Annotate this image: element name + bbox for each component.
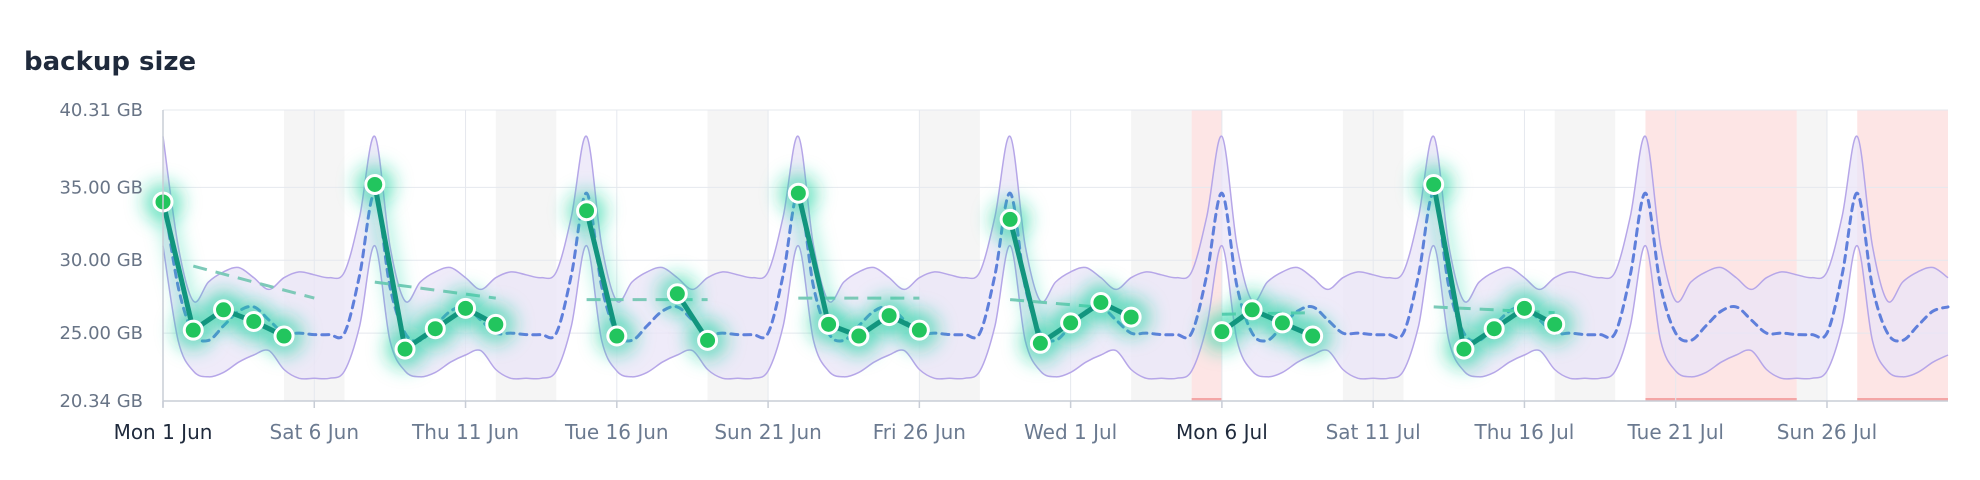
data-point[interactable]	[1029, 332, 1051, 354]
data-point[interactable]	[182, 319, 204, 341]
axes: 40.31 GB 35.00 GB 30.00 GB 25.00 GB 20.34 GB…	[59, 100, 1948, 444]
y-tick-label: 35.00 GB	[59, 177, 143, 198]
data-point[interactable]	[666, 283, 688, 305]
data-point[interactable]	[213, 299, 235, 321]
data-point[interactable]	[1090, 291, 1112, 313]
panel-title: backup size	[24, 47, 197, 77]
data-point[interactable]	[1120, 306, 1142, 328]
data-point[interactable]	[787, 182, 809, 204]
data-point[interactable]	[273, 325, 295, 347]
data-point[interactable]	[606, 325, 628, 347]
x-tick-label: Fri 26 Jun	[873, 420, 966, 444]
data-point[interactable]	[1241, 299, 1263, 321]
actual-line	[1219, 307, 1316, 339]
data-point[interactable]	[697, 329, 719, 351]
data-point[interactable]	[394, 338, 416, 360]
x-tick-label: Tue 16 Jun	[564, 420, 669, 444]
x-tick-label: Mon 1 Jun	[114, 420, 213, 444]
data-point[interactable]	[1453, 338, 1475, 360]
data-point[interactable]	[1423, 173, 1445, 195]
data-point[interactable]	[1060, 312, 1082, 334]
data-point[interactable]	[1483, 318, 1505, 340]
data-point[interactable]	[485, 313, 507, 335]
expected-lower-bound	[162, 244, 1949, 380]
x-tick-label: Mon 6 Jul	[1176, 420, 1268, 444]
data-point[interactable]	[908, 319, 930, 341]
data-point[interactable]	[1211, 321, 1233, 343]
data-point[interactable]	[818, 313, 840, 335]
data-point[interactable]	[1513, 297, 1535, 319]
x-tick-label: Thu 16 Jul	[1474, 420, 1575, 444]
y-tick-label: 40.31 GB	[59, 100, 143, 121]
x-tick-label: Sun 21 Jun	[714, 420, 821, 444]
y-tick-label: 25.00 GB	[59, 323, 143, 344]
data-point[interactable]	[1302, 325, 1324, 347]
x-tick-label: Sat 6 Jun	[270, 420, 359, 444]
y-tick-label: 20.34 GB	[59, 391, 143, 412]
data-point[interactable]	[1271, 312, 1293, 334]
data-point[interactable]	[1544, 313, 1566, 335]
actual-line	[584, 208, 620, 339]
data-point[interactable]	[424, 318, 446, 340]
x-tick-label: Wed 1 Jul	[1024, 420, 1117, 444]
x-tick-label: Sat 11 Jul	[1326, 420, 1421, 444]
data-point[interactable]	[999, 208, 1021, 230]
trend-line	[192, 264, 315, 300]
x-tick-label: Thu 11 Jun	[411, 420, 519, 444]
x-tick-label: Tue 21 Jul	[1626, 420, 1723, 444]
data-point[interactable]	[243, 310, 265, 332]
data-point[interactable]	[455, 297, 477, 319]
data-point[interactable]	[848, 325, 870, 347]
x-tick-label: Sun 26 Jul	[1777, 420, 1877, 444]
actual-points[interactable]	[152, 173, 1566, 360]
y-tick-label: 30.00 GB	[59, 250, 143, 271]
expected-upper-bound	[162, 135, 1949, 303]
data-point[interactable]	[364, 173, 386, 195]
data-point[interactable]	[576, 200, 598, 222]
data-point[interactable]	[878, 305, 900, 327]
